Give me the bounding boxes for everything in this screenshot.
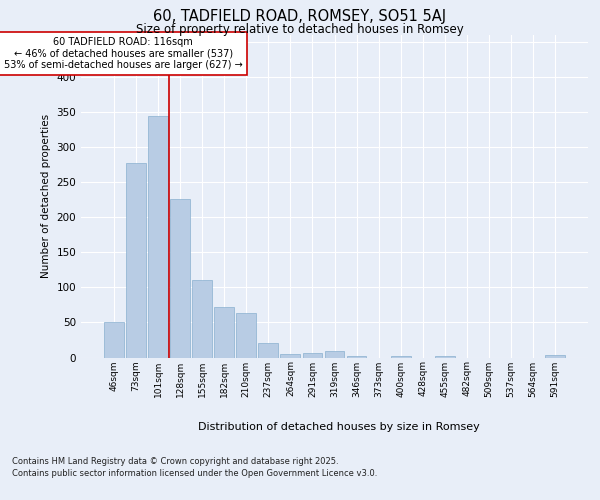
Text: Distribution of detached houses by size in Romsey: Distribution of detached houses by size …	[198, 422, 480, 432]
Bar	[280, 354, 301, 358]
Text: 60, TADFIELD ROAD, ROMSEY, SO51 5AJ: 60, TADFIELD ROAD, ROMSEY, SO51 5AJ	[154, 9, 446, 24]
Bar	[192, 280, 212, 357]
Text: Size of property relative to detached houses in Romsey: Size of property relative to detached ho…	[136, 22, 464, 36]
Bar	[325, 351, 344, 358]
Bar	[259, 343, 278, 357]
Text: 60 TADFIELD ROAD: 116sqm
← 46% of detached houses are smaller (537)
53% of semi-: 60 TADFIELD ROAD: 116sqm ← 46% of detach…	[4, 37, 242, 70]
Bar	[236, 314, 256, 358]
Text: Contains HM Land Registry data © Crown copyright and database right 2025.: Contains HM Land Registry data © Crown c…	[12, 457, 338, 466]
Bar	[148, 116, 168, 358]
Y-axis label: Number of detached properties: Number of detached properties	[41, 114, 51, 278]
Bar	[347, 356, 367, 358]
Bar	[214, 307, 234, 358]
Bar	[435, 356, 455, 358]
Bar	[545, 356, 565, 358]
Bar	[302, 352, 322, 358]
Bar	[126, 162, 146, 358]
Bar	[104, 322, 124, 358]
Bar	[170, 199, 190, 358]
Bar	[391, 356, 410, 358]
Text: Contains public sector information licensed under the Open Government Licence v3: Contains public sector information licen…	[12, 468, 377, 477]
